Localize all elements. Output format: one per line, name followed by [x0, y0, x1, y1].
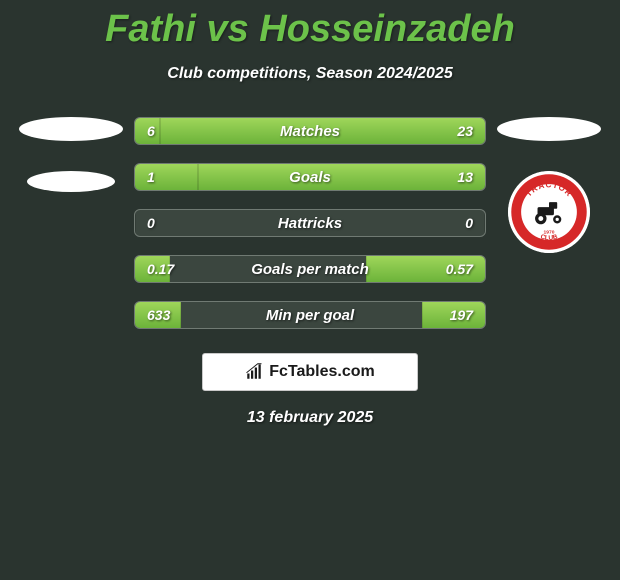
player-placeholder: [19, 117, 123, 141]
comparison-row: 623Matches 113Goals 0 0Hattricks 0.170.57Goa…: [0, 117, 620, 329]
page-title: Fathi vs Hosseinzadeh: [0, 0, 620, 51]
player-placeholder: [497, 117, 601, 141]
stat-bar: 623Matches: [134, 117, 486, 145]
stat-value-right: 0: [465, 210, 473, 236]
bar-fill-right: [366, 256, 485, 282]
date-label: 13 february 2025: [0, 409, 620, 427]
stat-bar: 0 0Hattricks: [134, 209, 486, 237]
right-player-col: TRACTOR CLUB 1970: [494, 117, 604, 253]
club-placeholder: [27, 171, 115, 192]
bar-fill-left: [135, 256, 170, 282]
subtitle: Club competitions, Season 2024/2025: [0, 65, 620, 83]
stat-bar: 633197Min per goal: [134, 301, 486, 329]
stat-bar: 0.170.57Goals per match: [134, 255, 486, 283]
bar-fill-left: [135, 210, 136, 236]
bar-fill-left: [135, 164, 198, 190]
bar-fill-left: [135, 302, 181, 328]
chart-icon: [245, 363, 263, 381]
source-badge: FcTables.com: [202, 353, 418, 391]
svg-text:1970: 1970: [544, 229, 555, 235]
bar-fill-right: [422, 302, 485, 328]
club-badge-tractor: TRACTOR CLUB 1970: [508, 171, 590, 253]
bar-fill-right: [484, 210, 485, 236]
stat-label: Hattricks: [135, 210, 485, 236]
stat-bars: 623Matches 113Goals 0 0Hattricks 0.170.57Goa…: [134, 117, 486, 329]
tractor-club-icon: TRACTOR CLUB 1970: [508, 171, 590, 253]
bar-fill-left: [135, 118, 160, 144]
left-player-col: [16, 117, 126, 192]
source-text: FcTables.com: [269, 363, 375, 381]
bar-fill-right: [160, 118, 486, 144]
stat-value-left: 0: [147, 210, 155, 236]
bar-fill-right: [198, 164, 485, 190]
stat-bar: 113Goals: [134, 163, 486, 191]
